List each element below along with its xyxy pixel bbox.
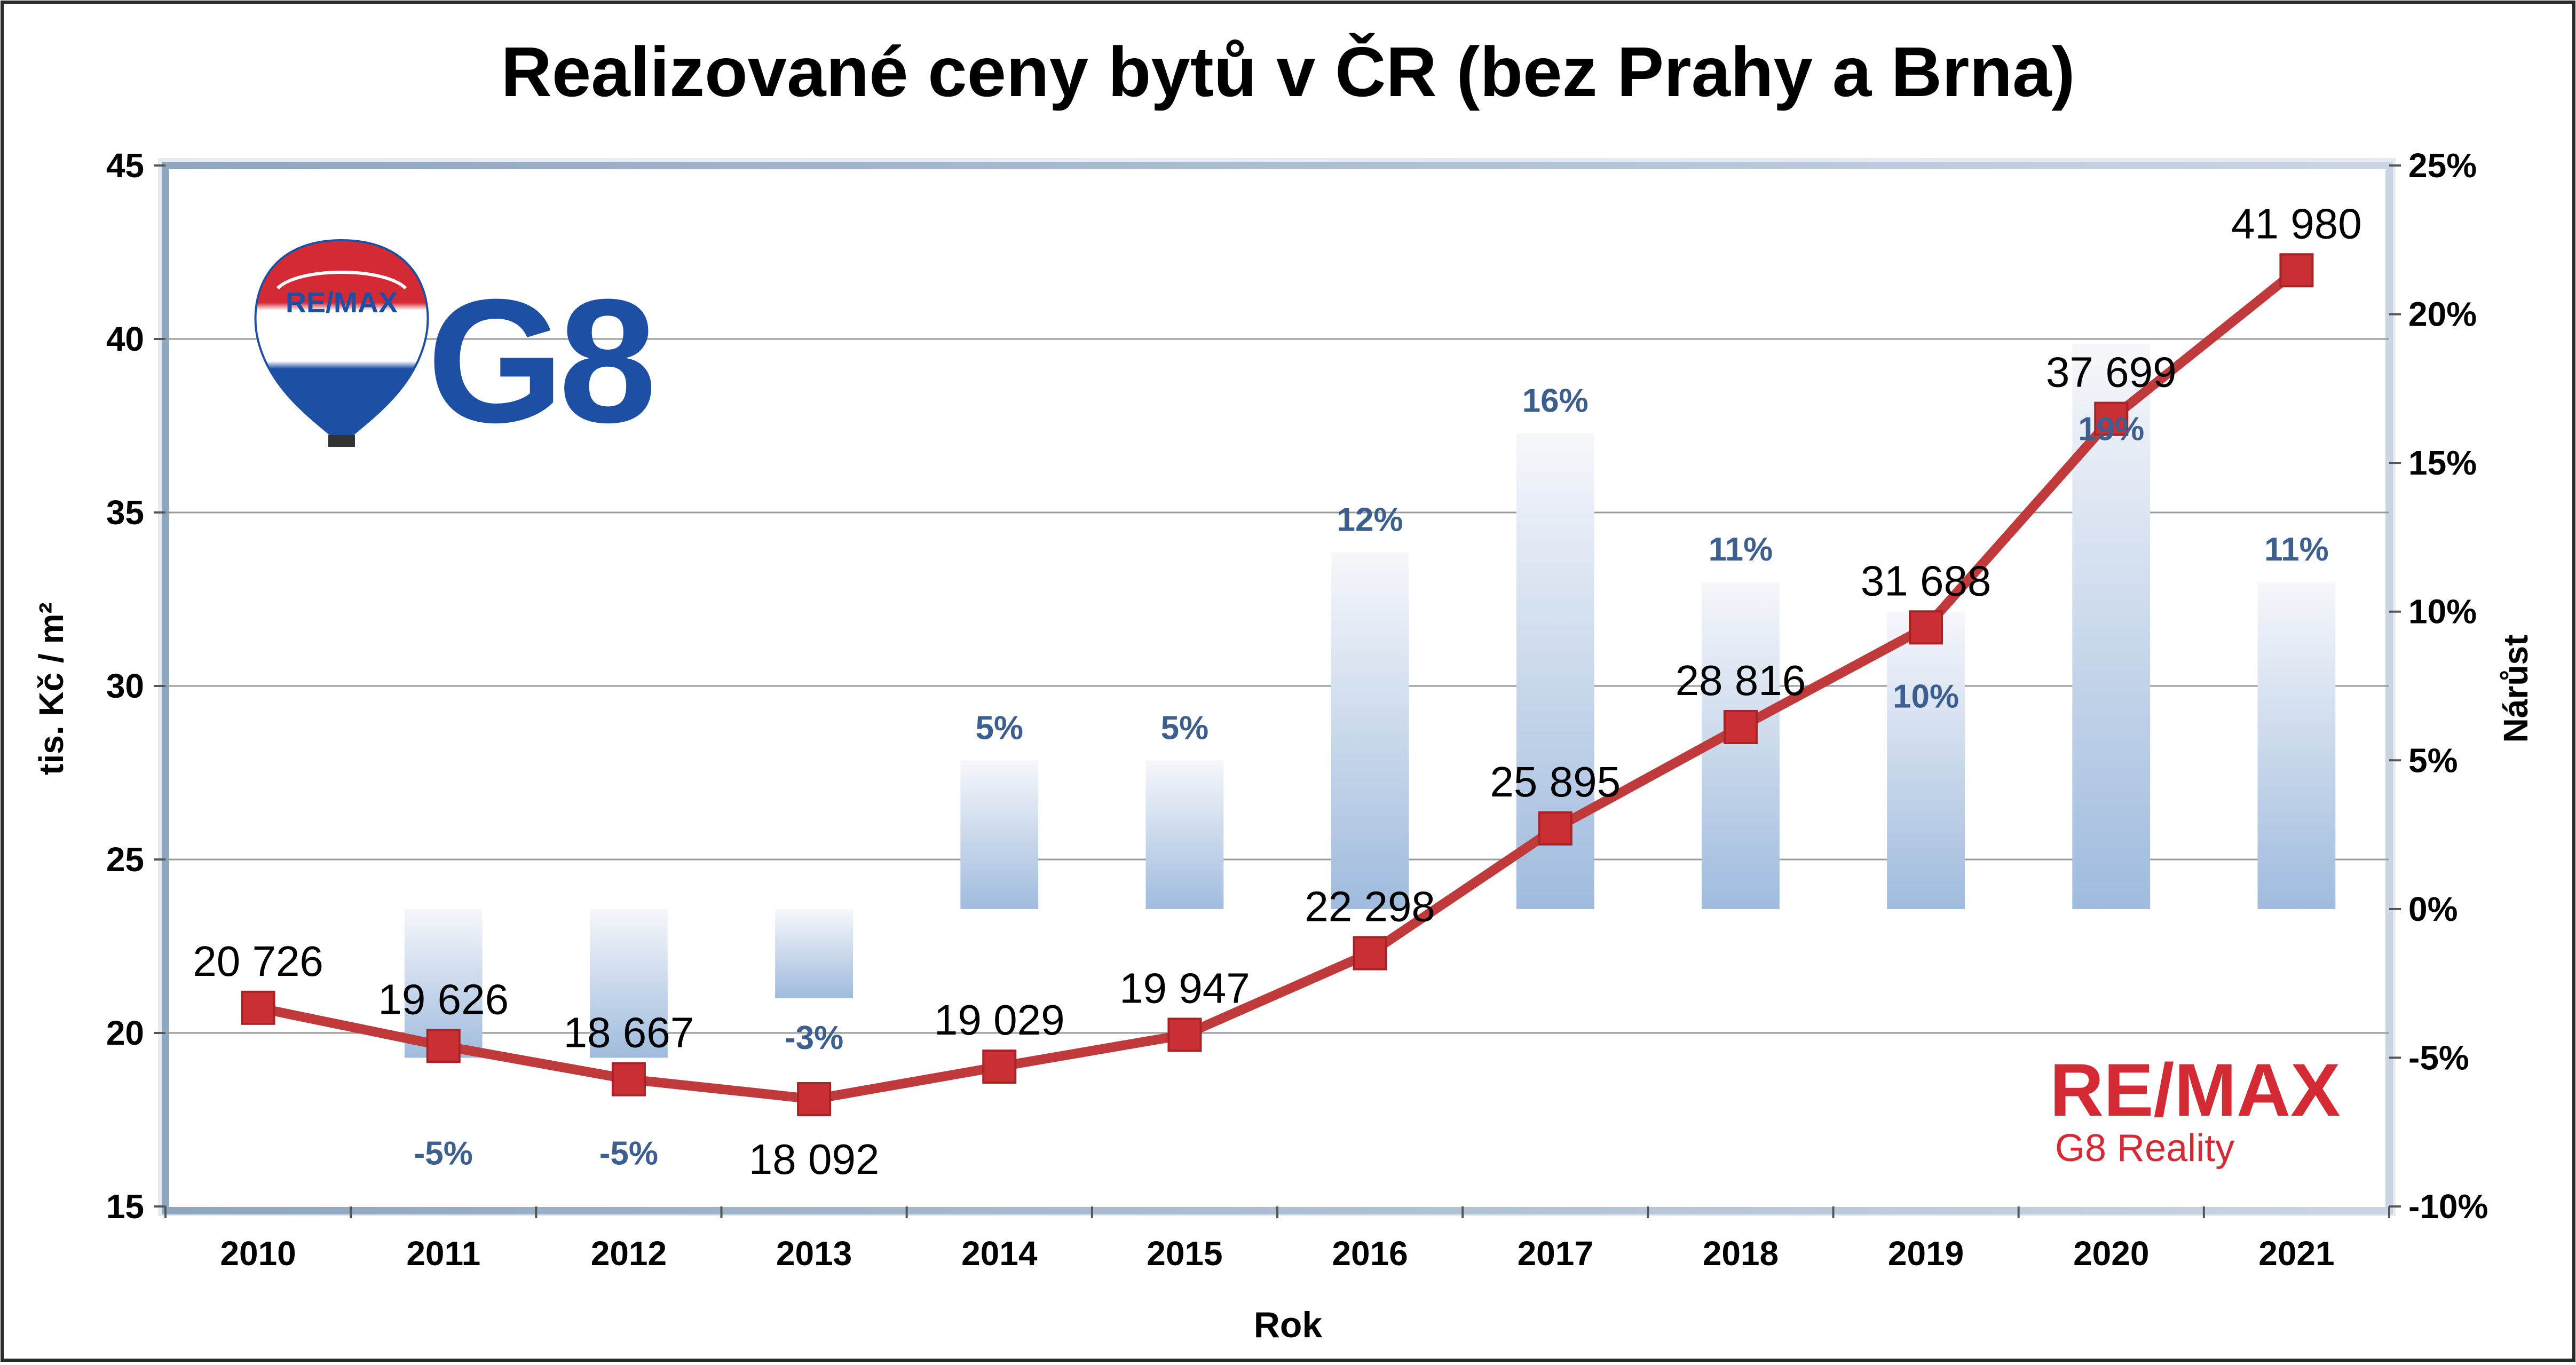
growth-label: 12% — [1337, 501, 1403, 538]
growth-label: -3% — [785, 1020, 843, 1056]
growth-bar — [590, 909, 668, 1058]
y2-tick-label: -5% — [2408, 1038, 2469, 1077]
g8-logo: G8 — [427, 262, 652, 459]
growth-label: 10% — [1893, 678, 1959, 715]
price-label: 19 029 — [934, 996, 1065, 1044]
x-tick-label: 2016 — [1332, 1234, 1408, 1273]
x-tick-label: 2015 — [1147, 1234, 1222, 1273]
bar-layer — [404, 344, 2336, 1058]
price-point — [1723, 709, 1758, 744]
growth-label: 11% — [1709, 531, 1773, 568]
price-point — [1167, 1017, 1202, 1052]
price-label: 25 895 — [1490, 758, 1621, 806]
price-label: 31 688 — [1861, 557, 1992, 604]
price-point — [2094, 401, 2129, 436]
price-label: 20 726 — [193, 937, 323, 985]
growth-label: 11% — [2264, 531, 2329, 568]
growth-label: 16% — [1522, 382, 1589, 419]
price-label: 22 298 — [1305, 883, 1435, 930]
growth-label: 5% — [1161, 709, 1209, 746]
balloon-basket-icon — [328, 435, 355, 447]
axis-layer: 15 20 25 30 35 40 45 -10% -5% 0% 5% 10% 15% 20% 25% 201… — [106, 146, 2488, 1273]
x-tick-label: 2018 — [1703, 1234, 1779, 1273]
price-label: 28 816 — [1676, 657, 1806, 704]
x-tick-label: 2010 — [220, 1234, 296, 1273]
x-tick-label: 2012 — [591, 1234, 667, 1273]
remax-logo: RE/MAX — [2050, 1048, 2340, 1132]
growth-bar — [960, 760, 1039, 909]
price-label: 19 947 — [1119, 964, 1250, 1012]
balloon-text: RE/MAX — [286, 287, 398, 319]
growth-bar — [2072, 344, 2151, 909]
y-tick-label: 20 — [106, 1014, 144, 1052]
x-tick-label: 2019 — [1888, 1234, 1964, 1273]
y2-tick-label: 15% — [2408, 444, 2477, 482]
y-tick-label: 15 — [106, 1187, 144, 1226]
remax-subtext: G8 Reality — [2055, 1127, 2234, 1170]
price-point — [611, 1062, 646, 1096]
y2-tick-label: -10% — [2408, 1187, 2488, 1226]
growth-bar — [1331, 552, 1409, 909]
y2-tick-label: 25% — [2408, 146, 2477, 185]
chart-title: Realizované ceny bytů v ČR (bez Prahy a … — [501, 33, 2075, 111]
growth-label: -5% — [599, 1135, 658, 1172]
x-tick-label: 2020 — [2073, 1234, 2149, 1273]
price-point — [797, 1082, 832, 1117]
grid-layer — [165, 338, 2389, 1034]
price-point — [1909, 610, 1943, 645]
x-tick-label: 2011 — [406, 1234, 480, 1273]
marker-layer — [241, 253, 2314, 1117]
growth-bar — [1145, 760, 1224, 909]
x-tick-label: 2017 — [1518, 1234, 1593, 1273]
y2-axis-title: Nárůst — [2496, 635, 2535, 743]
x-tick-label: 2013 — [776, 1234, 852, 1273]
y-tick-label: 45 — [106, 146, 144, 185]
x-tick-label: 2014 — [961, 1234, 1038, 1273]
price-label: 18 092 — [749, 1135, 880, 1183]
y2-tick-label: 5% — [2408, 741, 2458, 779]
growth-bar — [2257, 582, 2336, 909]
y2-tick-label: 10% — [2408, 593, 2477, 631]
price-point — [241, 990, 275, 1025]
y-axis-title: tis. Kč / m² — [32, 602, 70, 775]
remax-balloon-logo: RE/MAX — [254, 239, 429, 447]
x-axis-title: Rok — [1254, 1305, 1323, 1345]
price-label: 19 626 — [378, 975, 509, 1023]
growth-label: 19% — [2078, 411, 2144, 447]
y-tick-label: 25 — [106, 840, 144, 879]
label-layer: -5% -5% -3% 5% 5% 12% 16% 11% 10% 19% 11% 20 726 19 … — [193, 200, 2362, 1183]
growth-label: -5% — [414, 1135, 473, 1172]
price-point — [426, 1029, 461, 1063]
price-point — [982, 1050, 1017, 1084]
price-label: 41 980 — [2231, 200, 2362, 247]
line-layer — [253, 265, 2302, 1104]
growth-bar — [1887, 611, 1965, 909]
price-point — [1353, 936, 1387, 971]
price-point — [2279, 253, 2314, 288]
y2-tick-label: 0% — [2408, 890, 2458, 928]
x-tick-label: 2021 — [2258, 1234, 2334, 1273]
price-label: 18 667 — [564, 1009, 694, 1056]
growth-bar — [775, 909, 853, 998]
price-line — [253, 265, 2302, 1104]
y-tick-label: 35 — [106, 493, 144, 532]
y2-tick-label: 20% — [2408, 295, 2477, 334]
price-label: 37 699 — [2046, 349, 2177, 396]
y-tick-label: 30 — [106, 667, 144, 705]
growth-label: 5% — [975, 709, 1023, 746]
price-point — [1538, 811, 1573, 846]
y-tick-label: 40 — [106, 320, 144, 358]
balloon-stripe-icon — [276, 271, 407, 290]
